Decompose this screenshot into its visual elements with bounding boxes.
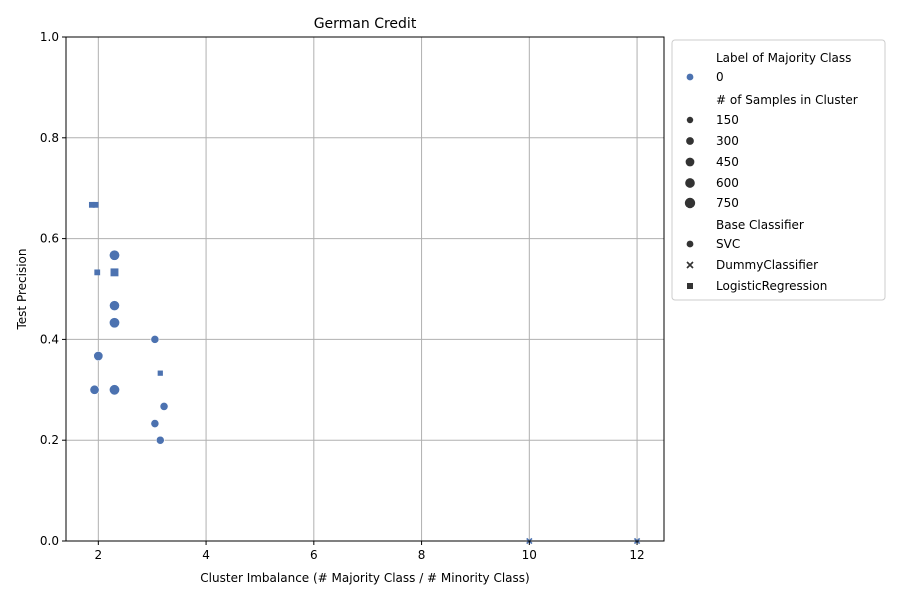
legend-style-label: DummyClassifier bbox=[716, 258, 818, 272]
legend-box bbox=[671, 39, 886, 301]
legend-size-marker bbox=[684, 197, 696, 209]
x-tick-label: 6 bbox=[310, 548, 318, 562]
chart-title: German Credit bbox=[314, 16, 417, 32]
legend-size-marker bbox=[685, 178, 695, 188]
legend-style-label: SVC bbox=[716, 237, 740, 251]
data-point bbox=[159, 402, 169, 411]
data-point bbox=[110, 268, 119, 277]
x-ticks: 2 4 6 8 10 12 bbox=[95, 541, 645, 562]
data-points bbox=[88, 201, 641, 545]
legend-hue-marker bbox=[686, 73, 694, 81]
data-point bbox=[108, 384, 120, 396]
y-tick-label: 0.8 bbox=[40, 131, 59, 145]
data-point bbox=[150, 335, 160, 344]
legend-size-label: 600 bbox=[716, 176, 739, 190]
legend-size-label: 150 bbox=[716, 113, 739, 127]
x-tick-label: 10 bbox=[522, 548, 537, 562]
data-point bbox=[109, 300, 120, 312]
legend-style-marker bbox=[686, 261, 694, 269]
legend-style-label: LogisticRegression bbox=[716, 279, 827, 293]
data-point bbox=[88, 201, 95, 208]
y-tick-label: 0.6 bbox=[40, 232, 59, 246]
data-point bbox=[89, 384, 100, 395]
x-axis-label: Cluster Imbalance (# Majority Class / # … bbox=[200, 571, 529, 585]
data-point bbox=[157, 370, 163, 376]
legend-style-marker bbox=[686, 240, 694, 248]
legend-style-marker bbox=[687, 283, 693, 289]
y-tick-label: 0.4 bbox=[40, 332, 59, 346]
data-point bbox=[108, 317, 120, 329]
y-ticks: 0.0 0.2 0.4 0.6 0.8 1.0 bbox=[40, 30, 66, 548]
y-tick-label: 0.2 bbox=[40, 433, 59, 447]
data-point bbox=[108, 249, 120, 261]
legend-markers bbox=[684, 73, 696, 289]
plot-frame bbox=[65, 36, 665, 542]
x-tick-label: 2 bbox=[95, 548, 103, 562]
grid bbox=[66, 36, 664, 542]
legend-size-label: 300 bbox=[716, 134, 739, 148]
data-point bbox=[93, 351, 104, 362]
legend-size-label: 750 bbox=[716, 196, 739, 210]
legend-hue-label: 0 bbox=[716, 70, 724, 84]
legend-size-marker bbox=[685, 157, 695, 167]
legend-size-marker bbox=[686, 116, 694, 124]
legend-size-title: # of Samples in Cluster bbox=[716, 93, 858, 107]
legend-size-marker bbox=[686, 137, 694, 145]
x-tick-label: 8 bbox=[418, 548, 426, 562]
data-point bbox=[155, 435, 165, 445]
x-tick-label: 12 bbox=[629, 548, 644, 562]
legend-hue-title: Label of Majority Class bbox=[716, 51, 851, 65]
x-tick-label: 4 bbox=[202, 548, 210, 562]
legend: Label of Majority Class 0 # of Samples i… bbox=[671, 39, 886, 301]
y-tick-label: 1.0 bbox=[40, 30, 59, 44]
legend-style-title: Base Classifier bbox=[716, 218, 804, 232]
data-point bbox=[150, 419, 160, 428]
legend-size-label: 450 bbox=[716, 155, 739, 169]
y-axis-label: Test Precision bbox=[15, 249, 29, 331]
data-point bbox=[92, 201, 99, 208]
data-point bbox=[94, 269, 101, 276]
y-tick-label: 0.0 bbox=[40, 534, 59, 548]
